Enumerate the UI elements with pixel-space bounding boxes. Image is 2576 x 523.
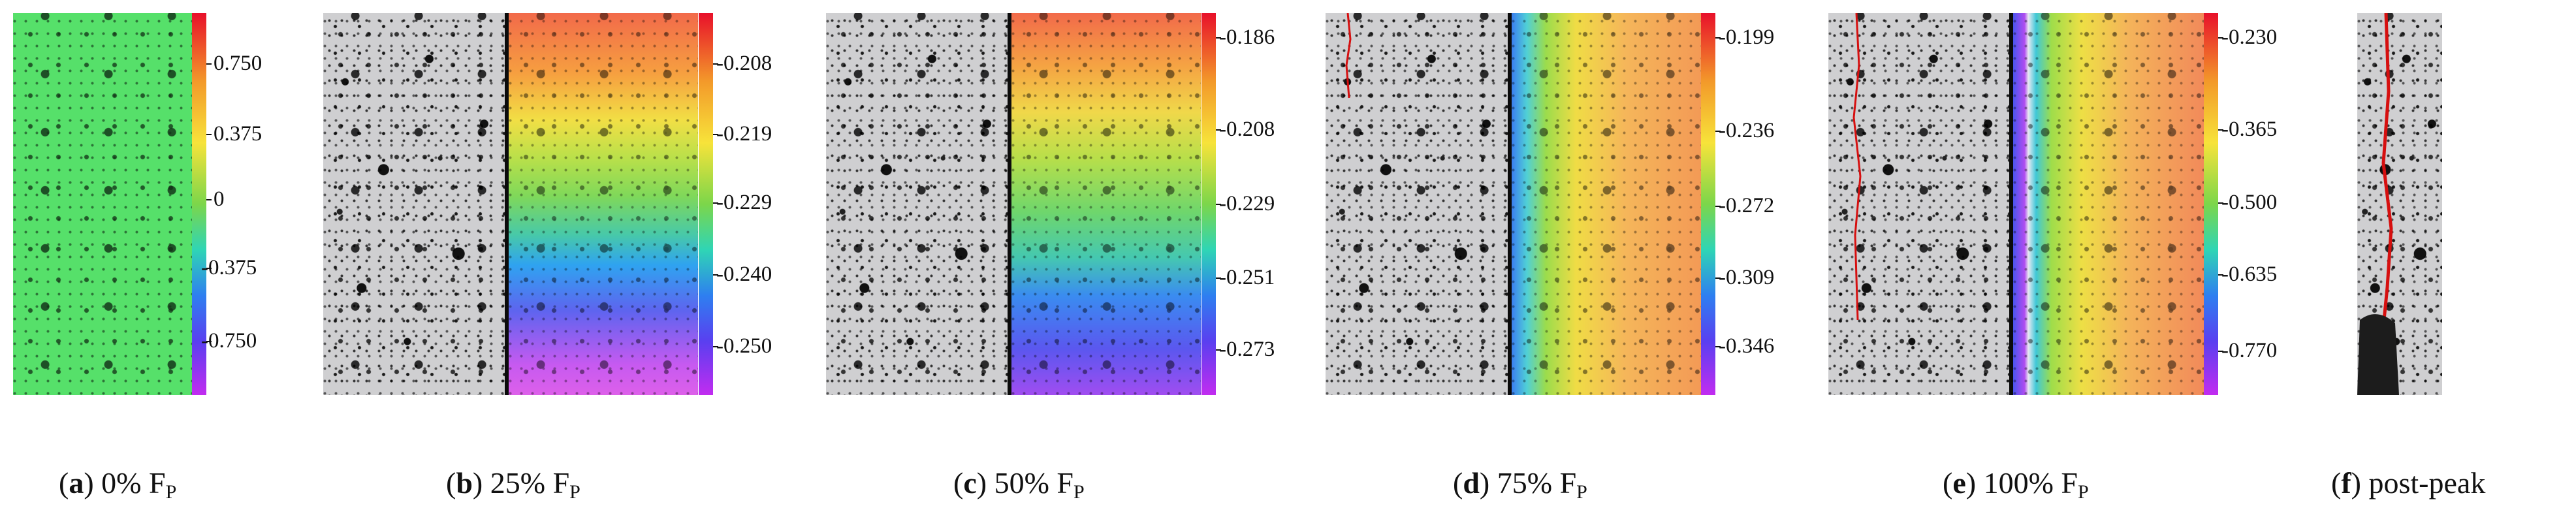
panel-c: -0.186 -0.208 -0.229 -0.251 -0.273 (c) 5… [819, 0, 1277, 523]
specimen-gap [1508, 13, 1512, 395]
specimen-photo [2357, 13, 2442, 395]
caption-c: (c) 50% FP [953, 466, 1085, 503]
crack-line [2357, 13, 2399, 395]
colorbar [2204, 13, 2218, 395]
colorbar-tick: -0.770 [2221, 339, 2278, 362]
colorbar-tick: -0.365 [2221, 118, 2278, 141]
colorbar [1201, 13, 1216, 395]
colorbar-tick: -0.240 [716, 262, 772, 286]
colorbar [699, 13, 713, 395]
colorbar-tick: -0.375 [201, 256, 257, 279]
caption-d: (d) 75% FP [1453, 466, 1587, 503]
strain-field-uniform [13, 13, 192, 395]
colorbar-tick: -0.229 [1219, 192, 1275, 215]
colorbar-tick: -0.750 [201, 329, 257, 353]
specimen-gap [1008, 13, 1011, 395]
colorbar-tick: -0.236 [1719, 119, 1775, 142]
colorbar-tick: -0.250 [716, 334, 772, 358]
colorbar-tick: 0.750 [214, 52, 262, 75]
colorbar-tick: -0.229 [716, 191, 772, 214]
colorbar-tick: 0 [214, 187, 225, 211]
colorbar-tick: -0.208 [716, 52, 772, 75]
colorbar [1701, 13, 1715, 395]
caption-b: (b) 25% FP [446, 466, 580, 503]
panel-b: -0.208 -0.219 -0.229 -0.240 -0.250 (b) 2… [317, 0, 774, 523]
caption-e: (e) 100% FP [1943, 466, 2089, 503]
strain-field-map [1512, 13, 1701, 395]
colorbar-tick: -0.208 [1219, 118, 1275, 141]
panel-e: -0.230 -0.365 -0.500 -0.635 -0.770 (e) 1… [1825, 0, 2282, 523]
strain-field-map [1011, 13, 1201, 395]
specimen-photo [323, 13, 506, 395]
strain-field-map [509, 13, 698, 395]
colorbar-tick: -0.219 [716, 122, 772, 146]
caption-f: (f) post-peak [2331, 466, 2486, 499]
panel-f: (f) post-peak [2325, 0, 2576, 523]
colorbar-tick: -0.500 [2221, 191, 2278, 214]
specimen-gap [2009, 13, 2013, 395]
colorbar-tick: -0.230 [2221, 25, 2278, 49]
panel-a: 0.750 0.375 0 -0.375 -0.750 (a) 0% FP [0, 0, 262, 523]
crack-line [1345, 13, 1352, 99]
colorbar-tick: -0.346 [1719, 334, 1775, 358]
colorbar-tick: -0.272 [1719, 194, 1775, 217]
colorbar-tick: -0.186 [1219, 25, 1275, 49]
caption-a: (a) 0% FP [59, 466, 177, 503]
colorbar-tick: -0.309 [1719, 266, 1775, 289]
strain-field-map [2013, 13, 2204, 395]
specimen-gap [505, 13, 509, 395]
colorbar-tick: -0.199 [1719, 25, 1775, 49]
colorbar-tick: -0.273 [1219, 338, 1275, 361]
colorbar-tick: -0.635 [2221, 262, 2278, 286]
specimen-photo [1326, 13, 1508, 395]
colorbar [192, 13, 206, 395]
specimen-photo [826, 13, 1009, 395]
panel-d: -0.199 -0.236 -0.272 -0.309 -0.346 (d) 7… [1322, 0, 1779, 523]
colorbar-tick: 0.375 [214, 122, 262, 146]
colorbar-tick: -0.251 [1219, 266, 1275, 289]
crack-line [1852, 13, 1862, 321]
specimen-photo [1828, 13, 2010, 395]
